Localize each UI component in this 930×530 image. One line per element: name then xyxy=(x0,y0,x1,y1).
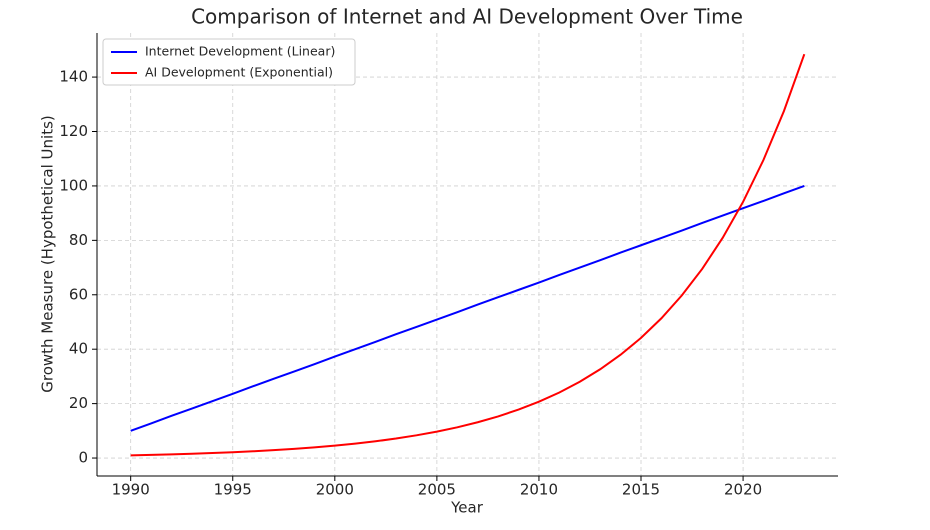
y-tick-label: 140 xyxy=(59,68,88,86)
chart-title: Comparison of Internet and AI Developmen… xyxy=(191,5,743,29)
x-tick-label: 2000 xyxy=(316,481,354,499)
x-tick-label: 1990 xyxy=(112,481,150,499)
y-tick-label: 80 xyxy=(69,231,88,249)
x-tick-label: 1995 xyxy=(214,481,252,499)
y-axis-label: Growth Measure (Hypothetical Units) xyxy=(39,115,57,393)
legend-label: Internet Development (Linear) xyxy=(145,44,335,59)
y-tick-label: 20 xyxy=(69,394,88,412)
y-tick-label: 0 xyxy=(78,449,88,467)
data-line xyxy=(130,53,806,457)
y-tick-label: 120 xyxy=(59,122,88,140)
x-axis-label: Year xyxy=(450,499,484,517)
y-tick-label: 60 xyxy=(69,285,88,303)
legend-box xyxy=(102,38,356,86)
y-tick-label: 40 xyxy=(69,340,88,358)
x-tick-label: 2010 xyxy=(520,481,558,499)
data-line xyxy=(130,184,805,432)
y-tick-label: 100 xyxy=(59,176,88,194)
legend-label: AI Development (Exponential) xyxy=(145,65,333,80)
x-tick-label: 2005 xyxy=(418,481,456,499)
x-tick-label: 2020 xyxy=(724,481,762,499)
x-tick-label: 2015 xyxy=(622,481,660,499)
